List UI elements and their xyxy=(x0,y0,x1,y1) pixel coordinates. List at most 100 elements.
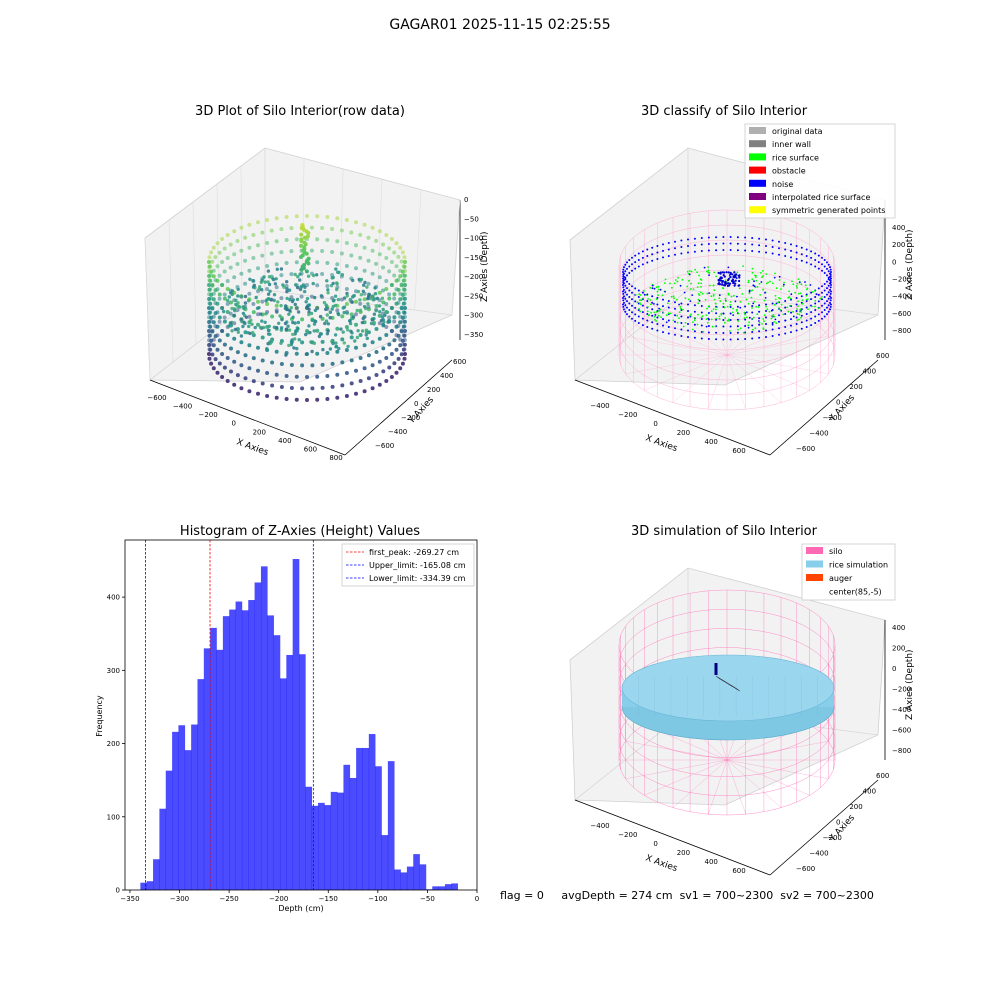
raw-point xyxy=(360,320,365,325)
classify-silo-spoke xyxy=(672,307,728,356)
raw-point xyxy=(387,365,392,370)
raw-point xyxy=(358,379,363,383)
histogram-bar xyxy=(153,859,160,890)
raw-point xyxy=(402,273,407,278)
raw-point xyxy=(242,306,246,311)
raw-point xyxy=(247,245,252,250)
classify-noise-point xyxy=(651,246,654,249)
classify-noise-point xyxy=(817,319,820,322)
classify-noise-point xyxy=(771,335,774,337)
classify-noise-point xyxy=(693,323,696,326)
raw-point xyxy=(335,303,340,308)
classify-noise-point xyxy=(662,243,664,246)
raw-point xyxy=(325,261,330,265)
raw-gridline xyxy=(339,168,344,301)
classify-surface-point xyxy=(650,303,652,306)
classify-noise-point xyxy=(725,271,728,274)
classify-noise-point xyxy=(814,322,817,324)
classify-noise-point xyxy=(700,237,703,239)
classify-surface-point xyxy=(661,294,664,297)
raw-point xyxy=(252,283,256,287)
raw-point xyxy=(339,297,344,302)
raw-point xyxy=(294,374,299,379)
classify-surface-point xyxy=(694,268,696,271)
classify-noise-point xyxy=(717,271,720,274)
classify-noise-point xyxy=(631,256,633,259)
classify-noise-point xyxy=(771,252,774,255)
classify-surface-point xyxy=(710,310,713,313)
classify-noise-point xyxy=(646,300,649,302)
classify-surface-point xyxy=(676,321,679,324)
raw-point xyxy=(402,255,407,260)
classify-surface-point xyxy=(732,307,734,310)
auger-blade xyxy=(723,680,728,684)
raw-point xyxy=(350,331,354,335)
classify-noise-point xyxy=(771,302,774,305)
raw-point xyxy=(243,258,248,263)
raw-point xyxy=(256,289,260,294)
raw-point xyxy=(373,286,377,290)
raw-point xyxy=(253,286,257,290)
raw-point xyxy=(207,297,212,301)
classify-noise-point xyxy=(724,282,727,285)
raw-point xyxy=(294,351,299,356)
raw-point xyxy=(358,310,363,314)
histogram-x-tick-label: 0 xyxy=(475,895,479,903)
raw-point xyxy=(366,376,371,381)
histogram-x-tick-label: −350 xyxy=(120,895,139,903)
raw-point xyxy=(217,296,222,301)
raw-point xyxy=(217,361,222,366)
classify-noise-point xyxy=(624,278,627,281)
classify-noise-point xyxy=(800,253,803,256)
classify-noise-point xyxy=(641,250,644,253)
classify-surface-point xyxy=(654,318,656,321)
raw-point xyxy=(229,369,233,374)
raw-point xyxy=(241,324,245,329)
raw-point xyxy=(346,328,350,332)
classify-noise-point xyxy=(693,336,696,339)
classify-noise-point xyxy=(758,336,761,339)
raw-point xyxy=(289,340,294,344)
raw-point xyxy=(283,321,288,326)
raw-point xyxy=(225,233,230,237)
classify-surface-point xyxy=(657,314,660,317)
classify-noise-point xyxy=(623,266,625,269)
raw-point xyxy=(396,323,401,328)
raw-point xyxy=(299,237,304,242)
classify-noise-point xyxy=(805,248,808,251)
classify-surface-point xyxy=(678,317,680,319)
classify-noise-point xyxy=(744,312,747,314)
raw-point xyxy=(209,361,214,366)
classify-surface-point xyxy=(814,290,816,292)
raw-point xyxy=(317,334,322,339)
classify-noise-point xyxy=(736,312,739,315)
classify-noise-point xyxy=(622,292,625,295)
classify-noise-point xyxy=(758,310,761,313)
raw-point xyxy=(211,291,216,296)
raw-point xyxy=(285,296,289,301)
classify-y-tick-label: 400 xyxy=(863,368,876,376)
raw-point xyxy=(243,281,248,286)
raw-point xyxy=(339,228,344,233)
classify-y-tick-label: 0 xyxy=(836,399,840,407)
classify-surface-point xyxy=(777,297,780,299)
raw-point xyxy=(331,299,336,303)
classify-surface-point xyxy=(752,316,755,319)
classify-noise-point xyxy=(765,303,767,306)
classify-surface-point xyxy=(655,298,658,301)
raw-point xyxy=(236,330,240,334)
raw-point xyxy=(330,296,335,300)
classify-surface-point xyxy=(707,271,710,274)
raw-point xyxy=(238,305,242,309)
raw-point xyxy=(374,284,379,289)
raw-point xyxy=(306,261,311,266)
raw-point xyxy=(208,301,213,306)
classify-noise-point xyxy=(771,309,774,311)
raw-point xyxy=(247,343,252,348)
classify-noise-point xyxy=(715,312,718,315)
raw-point xyxy=(235,327,240,332)
raw-point xyxy=(311,273,316,278)
raw-point xyxy=(295,326,299,330)
classify-noise-point xyxy=(687,329,689,332)
raw-point xyxy=(396,277,401,282)
